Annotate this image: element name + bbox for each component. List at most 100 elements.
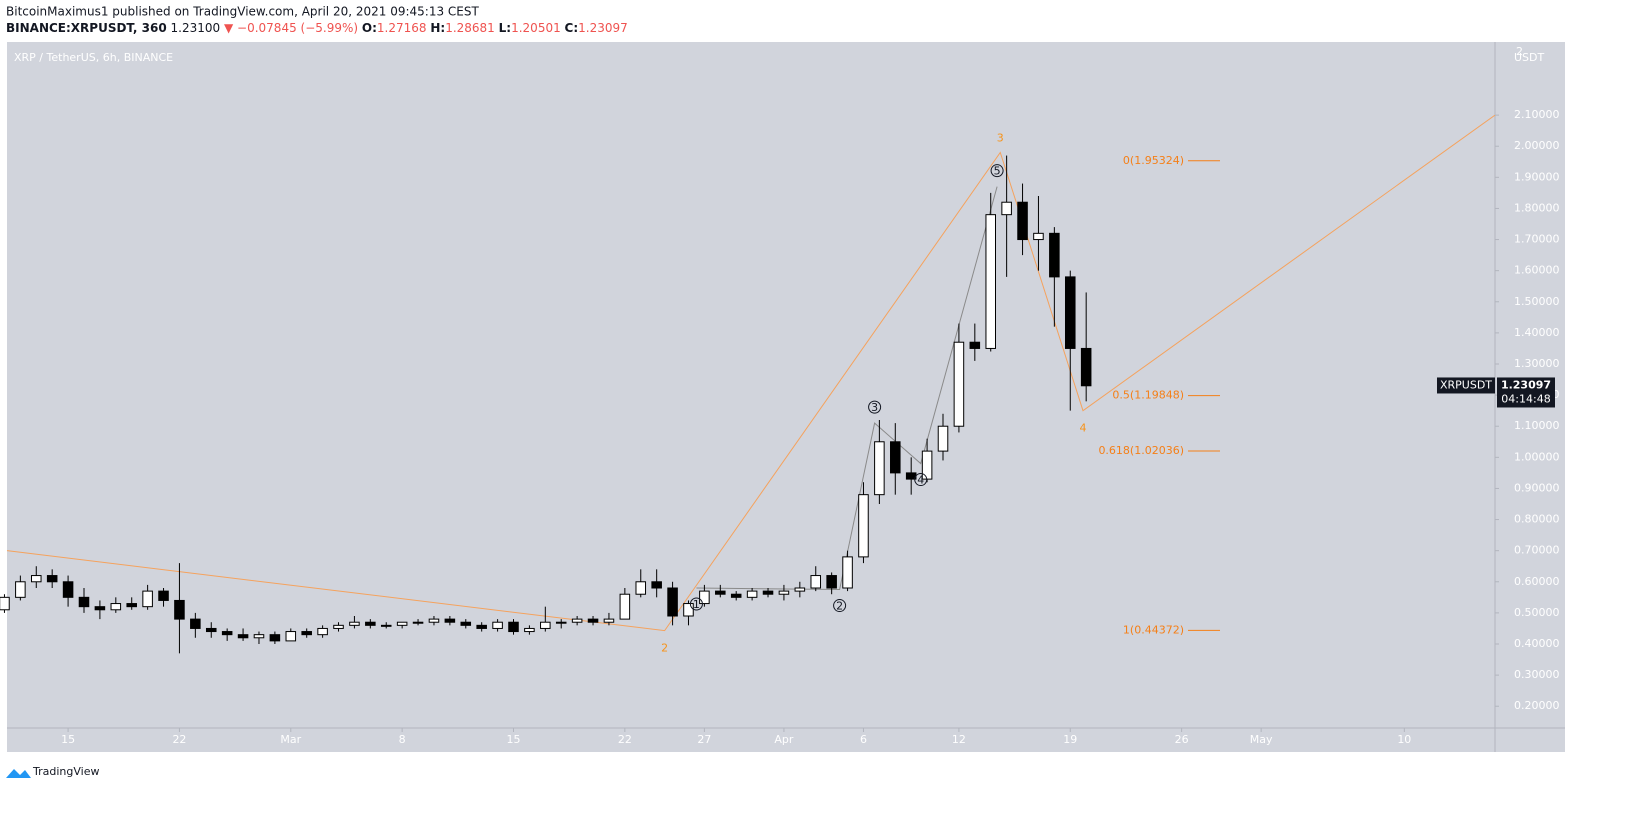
candle-body bbox=[1080, 347, 1092, 387]
candle-body bbox=[428, 618, 440, 623]
candle-body bbox=[587, 618, 599, 623]
candle-body bbox=[1017, 201, 1028, 241]
candle-body bbox=[1001, 201, 1012, 216]
currency-text: USDT bbox=[1514, 51, 1545, 64]
candle-body bbox=[190, 618, 201, 629]
candle-body bbox=[730, 593, 742, 598]
minor-wave-marker bbox=[914, 473, 928, 487]
candle-body bbox=[1049, 232, 1060, 278]
y-tick-label: 1.70000 bbox=[1514, 233, 1560, 246]
candle-body bbox=[619, 593, 631, 620]
publisher: BitcoinMaximus1 published on TradingView… bbox=[6, 5, 479, 19]
candle-body bbox=[555, 621, 567, 624]
candle-body bbox=[62, 581, 74, 598]
y-tick-label: 1.40000 bbox=[1514, 326, 1560, 339]
legend: XRP / TetherUS, 6h, BINANCE bbox=[14, 51, 173, 64]
y-tick-label: 0.60000 bbox=[1514, 575, 1560, 588]
candle-body bbox=[635, 581, 647, 595]
candle-body bbox=[508, 621, 519, 633]
price-tag-countdown: 04:14:48 bbox=[1501, 392, 1550, 405]
low: 1.20501 bbox=[511, 21, 561, 35]
chart-background bbox=[7, 42, 1565, 752]
open: 1.27168 bbox=[377, 21, 427, 35]
y-tick-label: 0.20000 bbox=[1514, 699, 1560, 712]
x-tick-label: 10 bbox=[1397, 733, 1411, 746]
high-label: H: bbox=[430, 21, 445, 35]
candle-body bbox=[110, 603, 122, 611]
candle-body bbox=[890, 441, 901, 474]
candle-body bbox=[460, 621, 472, 626]
y-tick-label: 2.00000 bbox=[1514, 139, 1560, 152]
x-tick-label: 19 bbox=[1063, 733, 1077, 746]
candle-body bbox=[810, 575, 822, 589]
x-tick-label: 8 bbox=[399, 733, 406, 746]
candle-body bbox=[365, 621, 376, 626]
candle-body bbox=[269, 634, 281, 642]
fib-label: 1(0.44372) bbox=[1123, 623, 1184, 636]
major-wave-label: 4 bbox=[1079, 422, 1086, 435]
candle-body bbox=[15, 581, 26, 598]
arrow: ▼ bbox=[224, 21, 234, 35]
x-tick-label: 6 bbox=[860, 733, 867, 746]
candle-body bbox=[826, 575, 837, 589]
y-tick-label: 1.90000 bbox=[1514, 170, 1560, 183]
x-tick-label: May bbox=[1250, 733, 1273, 746]
candle-body bbox=[1064, 276, 1076, 349]
candle-body bbox=[174, 599, 185, 620]
candle-body bbox=[158, 590, 169, 601]
major-wave-label: 3 bbox=[997, 131, 1004, 144]
candle-body bbox=[396, 621, 408, 626]
price-tag bbox=[1497, 377, 1555, 408]
brand: TradingView bbox=[32, 765, 99, 778]
low-label: L: bbox=[499, 21, 511, 35]
candle-body bbox=[94, 606, 106, 611]
candle-body bbox=[603, 618, 615, 623]
wave-line bbox=[6, 114, 1496, 632]
y-tick-label: 1.60000 bbox=[1514, 264, 1560, 277]
y-tick-label: 2.10000 bbox=[1514, 108, 1560, 121]
candle-body bbox=[46, 575, 58, 583]
currency: USDT bbox=[1514, 51, 1545, 64]
minor-wave-marker bbox=[868, 400, 882, 414]
y-tick-label: 1.80000 bbox=[1514, 201, 1560, 214]
candle-body bbox=[237, 634, 249, 639]
candle-body bbox=[651, 581, 662, 589]
candle-body bbox=[412, 621, 424, 624]
candle-body bbox=[794, 587, 806, 592]
candle-body bbox=[317, 627, 328, 636]
minor-wave-marker bbox=[689, 597, 703, 611]
wave-line bbox=[696, 186, 998, 591]
close: 1.23097 bbox=[578, 21, 628, 35]
candle-body bbox=[142, 590, 153, 608]
candle-body bbox=[858, 494, 869, 558]
axis-top-label: 2 bbox=[1516, 45, 1523, 58]
minor-wave-marker bbox=[990, 164, 1004, 178]
candle-body bbox=[874, 441, 885, 496]
footer: TradingView bbox=[6, 765, 99, 778]
y-tick-label: 0.50000 bbox=[1514, 606, 1560, 619]
x-tick-label: 12 bbox=[952, 733, 966, 746]
x-tick-label: Apr bbox=[774, 733, 794, 746]
y-tick-label: 1.10000 bbox=[1514, 419, 1560, 432]
change: −0.07845 (−5.99%) bbox=[237, 21, 358, 35]
candle-body bbox=[0, 596, 10, 611]
candle-body bbox=[699, 590, 710, 605]
minor-wave-label: 3 bbox=[871, 401, 878, 414]
x-tick-label: 27 bbox=[697, 733, 711, 746]
minor-wave-label: 2 bbox=[836, 600, 843, 613]
candle-body bbox=[476, 624, 487, 629]
y-tick-label: 0.90000 bbox=[1514, 481, 1560, 494]
minor-wave-label: 5 bbox=[994, 165, 1001, 178]
candle-body bbox=[1033, 232, 1044, 241]
candle-body bbox=[683, 603, 694, 617]
candle-body bbox=[667, 587, 678, 617]
candle-body bbox=[746, 590, 758, 598]
candle-body bbox=[937, 425, 949, 452]
candle-body bbox=[30, 575, 42, 583]
y-tick-label: 1.30000 bbox=[1514, 357, 1560, 370]
candle-body bbox=[953, 341, 965, 427]
candle-body bbox=[78, 596, 90, 608]
candle-body bbox=[333, 624, 344, 629]
